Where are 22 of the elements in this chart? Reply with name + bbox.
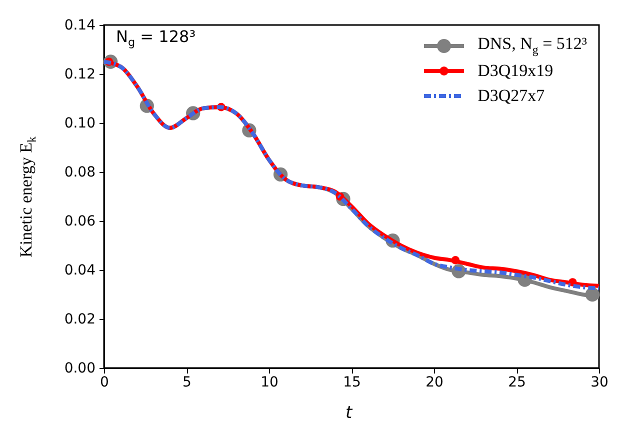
y-tick-label: 0.14: [64, 18, 96, 34]
y-tick-label: 0.02: [64, 312, 96, 328]
x-tick-label: 10: [260, 374, 278, 390]
point: [585, 287, 600, 302]
y-tick-label: 0.08: [64, 164, 96, 180]
x-tick-label: 5: [182, 374, 192, 390]
x-tick-label: 0: [100, 374, 109, 390]
y-tick-label: 0.06: [64, 214, 96, 230]
legend-label: D3Q27x7: [478, 86, 545, 106]
y-tick-label: 0.12: [64, 66, 96, 82]
annotation: N$_{g}$ = 128³: [116, 27, 196, 50]
y-tick-label: 0.10: [64, 116, 96, 132]
legend-label: DNS, N$_{g}$ = 512³: [478, 34, 587, 58]
x-tick-label: 20: [426, 374, 444, 390]
x-tick-label: 30: [590, 374, 608, 390]
x-axis-title: t: [346, 403, 352, 423]
legend-label: D3Q19x19: [478, 60, 554, 80]
y-tick-label: 0.00: [64, 360, 96, 376]
x-tick-label: 15: [343, 374, 361, 390]
y-tick-label: 0.04: [64, 262, 96, 278]
point: [451, 256, 460, 264]
x-tick-label: 25: [508, 374, 526, 390]
